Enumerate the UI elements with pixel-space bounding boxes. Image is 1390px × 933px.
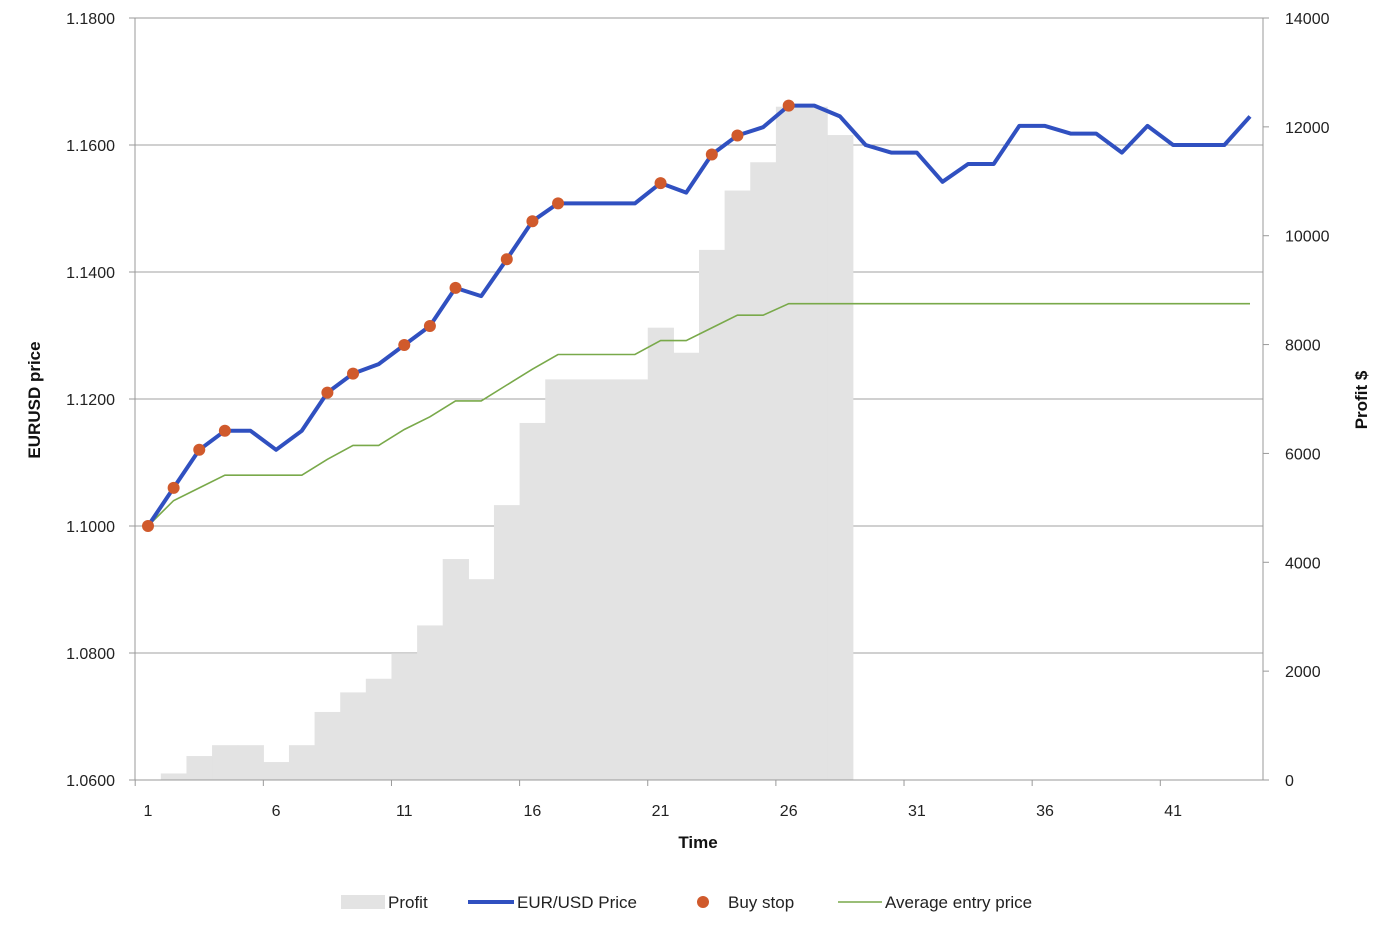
legend: Profit EUR/USD Price Buy stop Average en…	[341, 893, 1032, 912]
legend-avg-label: Average entry price	[885, 893, 1032, 912]
profit-bar	[622, 379, 649, 780]
x-tick-label: 16	[524, 803, 542, 820]
x-tick-label: 21	[652, 803, 670, 820]
average-entry-price-series	[147, 302, 1250, 527]
y-left-tick-label: 1.1800	[66, 11, 115, 28]
profit-bar	[237, 745, 264, 780]
profit-bar	[417, 625, 444, 780]
y-right-tick-label: 14000	[1285, 11, 1330, 28]
profit-bar	[493, 505, 521, 780]
buy-stop-point	[705, 148, 718, 161]
profit-bar	[724, 190, 751, 780]
tick-labels: 1.0600 1.0800 1.1000 1.1200 1.1400 1.1600 1.18…	[66, 11, 1330, 820]
average-entry-price-line	[147, 302, 1250, 527]
y-right-tick-label: 12000	[1285, 120, 1330, 137]
y-left-tick-label: 1.1600	[66, 138, 115, 155]
y-right-tick-label: 8000	[1285, 338, 1321, 355]
x-tick-label: 1	[144, 803, 153, 820]
buy-stop-point	[552, 197, 565, 210]
buy-stop-point	[526, 215, 539, 228]
profit-bar	[750, 162, 777, 780]
buy-stop-point	[500, 253, 513, 266]
buy-stop-point	[321, 386, 334, 399]
x-tick-label: 36	[1036, 803, 1054, 820]
profit-bar	[186, 756, 213, 780]
y-right-tick-label: 4000	[1285, 555, 1321, 572]
profit-bar	[340, 692, 367, 780]
buy-stop-point	[654, 177, 667, 190]
x-tick-label: 11	[396, 803, 413, 820]
y-left-tick-label: 1.1400	[66, 265, 115, 282]
profit-bar	[468, 579, 495, 780]
legend-buystop-label: Buy stop	[728, 893, 794, 912]
profit-bar	[263, 762, 290, 780]
profit-bar	[775, 106, 803, 781]
buy-stop-point	[449, 281, 462, 294]
profit-bar	[442, 559, 469, 780]
buy-stop-point	[142, 520, 154, 532]
y-left-tick-label: 1.1200	[66, 392, 115, 409]
buy-stop-points	[142, 99, 795, 532]
buy-stop-point	[731, 129, 744, 142]
legend-profit-swatch	[341, 895, 385, 909]
buy-stop-point	[218, 424, 231, 437]
y-left-axis-title: EURUSD price	[25, 341, 44, 458]
y-left-tick-label: 1.0600	[66, 773, 115, 790]
y-right-tick-label: 2000	[1285, 664, 1321, 681]
profit-bar	[699, 249, 726, 780]
legend-price-label: EUR/USD Price	[517, 893, 637, 912]
buy-stop-point	[398, 339, 411, 352]
profit-bar	[801, 106, 828, 781]
profit-bar	[596, 379, 623, 780]
y-right-tick-label: 6000	[1285, 446, 1321, 463]
x-axis-title: Time	[678, 833, 717, 852]
profit-bar	[519, 422, 546, 780]
x-tick-label: 41	[1164, 803, 1182, 820]
profit-bar	[365, 678, 393, 780]
buy-stop-point	[193, 443, 206, 456]
y-right-tick-label: 10000	[1285, 229, 1330, 246]
profit-bar	[647, 327, 674, 780]
profit-bar	[827, 135, 854, 780]
profit-bar	[288, 745, 316, 780]
profit-bar	[391, 653, 418, 780]
profit-bar	[673, 352, 700, 780]
y-right-axis-title: Profit $	[1352, 370, 1371, 429]
y-right-tick-label: 0	[1285, 773, 1294, 790]
buy-stop-point	[167, 481, 180, 494]
y-left-tick-label: 1.0800	[66, 646, 115, 663]
profit-bar	[545, 379, 572, 780]
buy-stop-point	[423, 319, 436, 332]
x-tick-label: 26	[780, 803, 798, 820]
x-tick-label: 31	[908, 803, 926, 820]
buy-stop-point	[782, 99, 795, 112]
x-tick-label: 6	[272, 803, 281, 820]
legend-buystop-swatch	[697, 896, 709, 908]
y-left-tick-label: 1.1000	[66, 519, 115, 536]
profit-bar	[160, 773, 188, 780]
profit-bar	[212, 745, 239, 780]
buy-stop-point	[347, 367, 360, 380]
profit-area	[160, 106, 854, 781]
axes	[129, 17, 1269, 786]
legend-profit-label: Profit	[388, 893, 428, 912]
profit-bar	[314, 711, 341, 780]
profit-bar	[570, 379, 598, 780]
